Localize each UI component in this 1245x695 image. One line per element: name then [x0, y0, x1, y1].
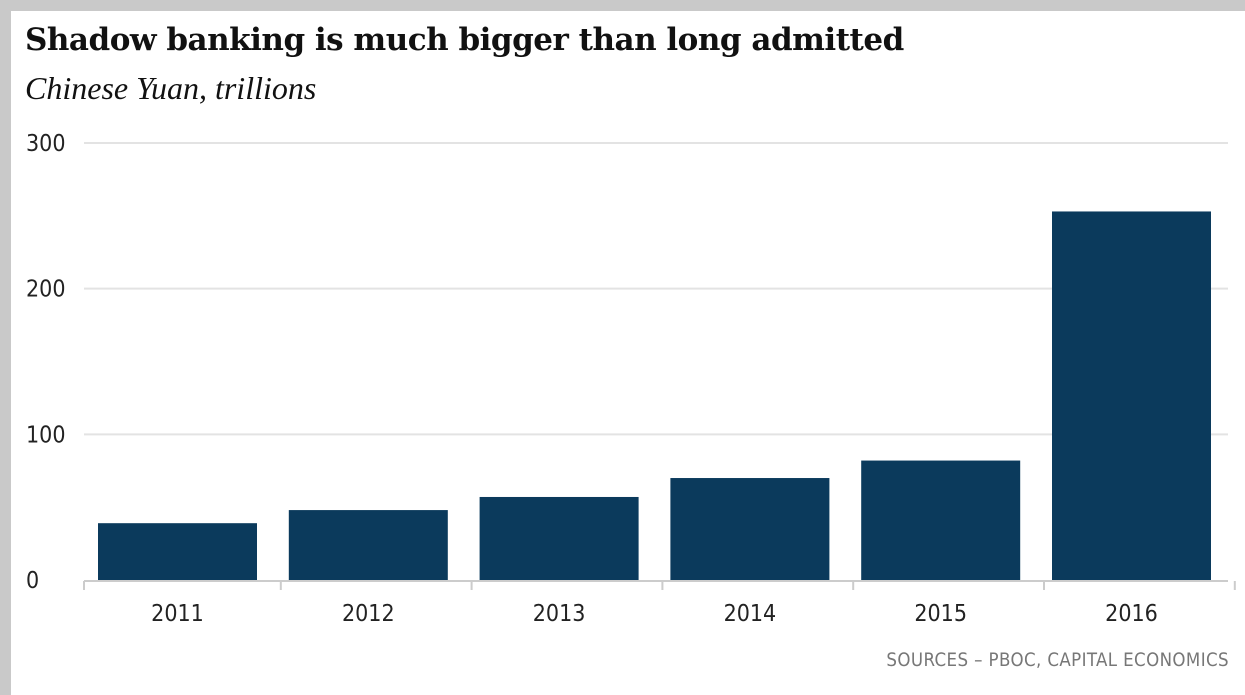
x-tick-labels: 2011 2012 2013 2014 2015 2016	[151, 601, 1158, 627]
bar-2014	[670, 478, 830, 580]
bar-2012	[288, 510, 448, 580]
x-tick-label-2011: 2011	[151, 601, 204, 627]
chart-subtitle: Chinese Yuan, trillions	[25, 70, 317, 106]
bar-2011	[98, 523, 257, 580]
x-tick-label-2012: 2012	[342, 601, 395, 627]
y-tick-label: 100	[26, 422, 66, 448]
bar-2015	[861, 460, 1021, 580]
y-tick-label: 200	[26, 277, 66, 303]
x-tick-label-2013: 2013	[533, 601, 586, 627]
bars	[98, 211, 1211, 581]
y-tick-label: 0	[26, 568, 39, 594]
x-tick-label-2014: 2014	[724, 601, 777, 627]
bar-2013	[479, 496, 639, 580]
source-note: SOURCES – PBOC, CAPITAL ECONOMICS	[886, 650, 1229, 671]
chart-title: Shadow banking is much bigger than long …	[25, 22, 904, 58]
y-grid	[84, 142, 1228, 436]
bar-2016	[1052, 211, 1211, 581]
x-tick-label-2016: 2016	[1105, 601, 1158, 627]
x-axis	[83, 580, 1236, 590]
x-tick-label-2015: 2015	[914, 601, 967, 627]
y-tick-label: 300	[26, 131, 66, 157]
y-tick-labels: 0 100 200 300	[26, 131, 66, 594]
